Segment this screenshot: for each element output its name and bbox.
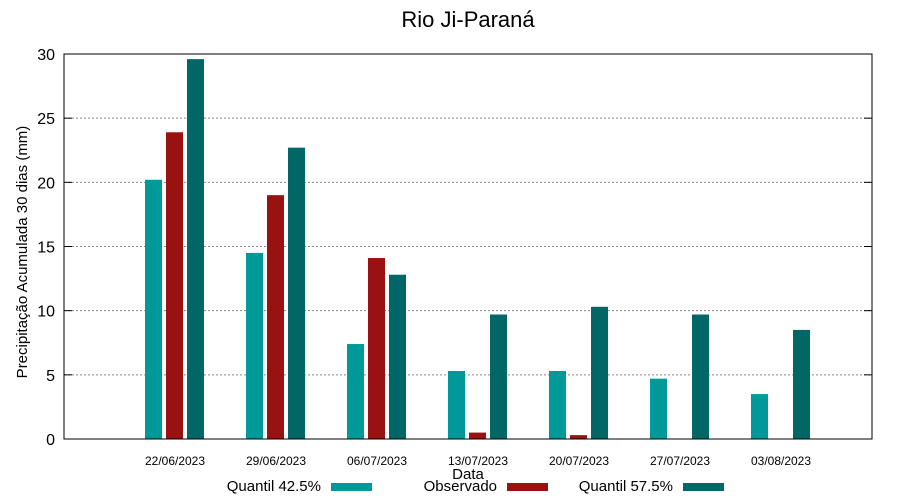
- bar-observado: [166, 132, 183, 440]
- bar-quantil-42-5: [751, 394, 768, 439]
- bar-quantil-42-5: [246, 252, 263, 439]
- y-tick-label: 20: [37, 175, 55, 192]
- bar-quantil-42-5: [650, 378, 667, 439]
- bar-observado: [469, 432, 486, 439]
- x-tick-label: 06/07/2023: [347, 454, 407, 468]
- bar-quantil-42-5: [448, 370, 465, 439]
- bar-quantil-57-5: [187, 59, 204, 440]
- x-axis-ticks: 22/06/2023 29/06/2023 06/07/2023 13/07/2023…: [145, 454, 811, 468]
- y-tick-label: 25: [37, 111, 55, 128]
- x-tick-label: 13/07/2023: [448, 454, 508, 468]
- bar-quantil-57-5: [793, 329, 810, 439]
- y-tick-label: 10: [37, 304, 55, 321]
- x-tick-label: 03/08/2023: [751, 454, 811, 468]
- bar-observado: [267, 195, 284, 439]
- y-tick-label: 5: [46, 368, 55, 385]
- y-axis-label: Precipitação Acumulada 30 dias (mm): [14, 126, 31, 379]
- y-tick-label: 30: [37, 47, 55, 64]
- bar-quantil-57-5: [591, 306, 608, 439]
- legend-swatch: [507, 483, 548, 491]
- legend-label: Quantil 42.5%: [227, 478, 321, 495]
- bar-quantil-42-5: [549, 370, 566, 439]
- legend: Quantil 42.5% Observado Quantil 57.5%: [227, 478, 724, 495]
- bar-observado: [570, 435, 587, 439]
- bars: [145, 59, 810, 440]
- y-tick-label: 15: [37, 240, 55, 257]
- bar-quantil-57-5: [490, 314, 507, 439]
- legend-label: Quantil 57.5%: [579, 478, 673, 495]
- y-axis-ticks: 0 5 10 15 20 25 30: [37, 47, 872, 449]
- x-tick-label: 22/06/2023: [145, 454, 205, 468]
- bar-quantil-57-5: [692, 314, 709, 439]
- bar-quantil-57-5: [389, 274, 406, 439]
- y-tick-label: 0: [46, 432, 55, 449]
- x-tick-label: 29/06/2023: [246, 454, 306, 468]
- legend-swatch: [683, 483, 724, 491]
- bar-quantil-42-5: [347, 344, 364, 439]
- x-axis-label: Data: [452, 466, 484, 483]
- bar-quantil-42-5: [145, 179, 162, 439]
- legend-swatch: [331, 483, 372, 491]
- legend-label: Observado: [424, 478, 497, 495]
- grid-lines: [64, 117, 872, 376]
- bar-observado: [368, 258, 385, 439]
- bar-quantil-57-5: [288, 147, 305, 439]
- chart-title: Rio Ji-Paraná: [401, 7, 535, 32]
- x-tick-label: 27/07/2023: [650, 454, 710, 468]
- x-tick-label: 20/07/2023: [549, 454, 609, 468]
